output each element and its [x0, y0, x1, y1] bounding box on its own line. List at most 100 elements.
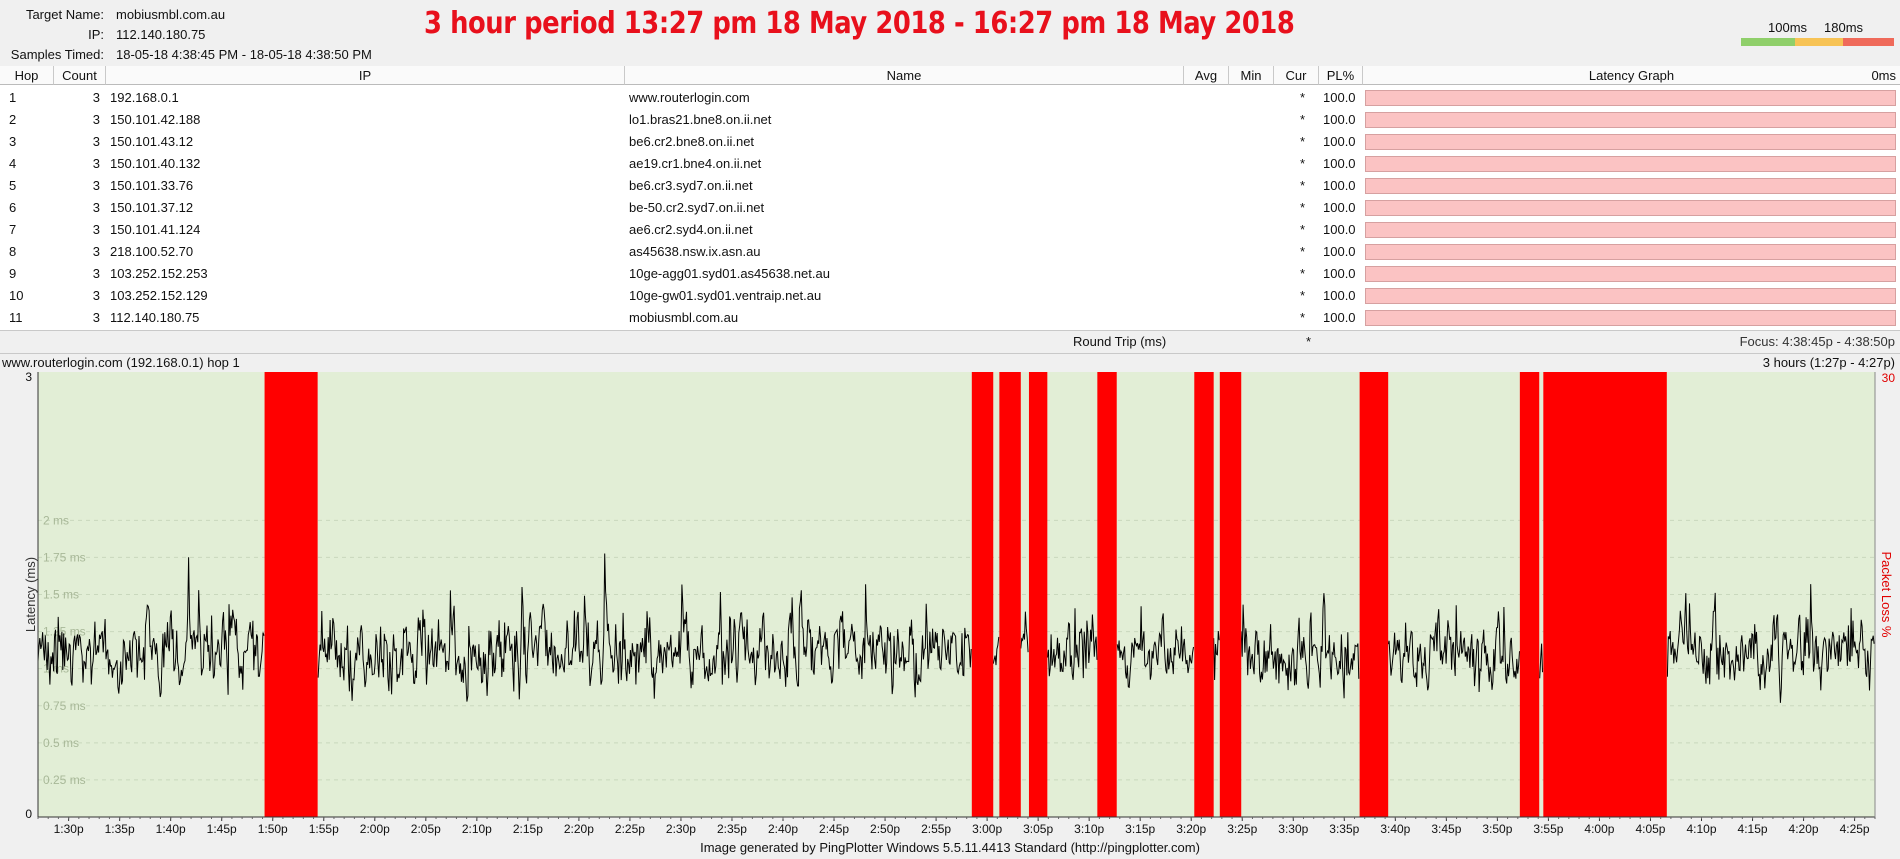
hop-cell: 10	[9, 288, 24, 303]
legend-yellow	[1795, 38, 1843, 46]
name-cell: 10ge-gw01.syd01.ventraip.net.au	[629, 288, 822, 303]
latency-chart[interactable]: 00.25 ms0.5 ms0.75 ms1 ms1.25 ms1.5 ms1.…	[0, 369, 1900, 839]
latency-graph-cell	[1365, 200, 1896, 216]
col-pl[interactable]: PL%	[1319, 66, 1363, 85]
packet-loss-bar	[971, 372, 994, 817]
y-tick-label: 2 ms	[43, 513, 69, 527]
x-tick-label: 1:30p	[54, 822, 84, 836]
x-tick-label: 3:10p	[1074, 822, 1104, 836]
legend-100ms-label: 100ms	[1768, 20, 1808, 35]
table-row[interactable]: 4 3 150.101.40.132 ae19.cr1.bne4.on.ii.net *…	[0, 153, 1900, 175]
col-min[interactable]: Min	[1229, 66, 1274, 85]
x-tick-label: 2:30p	[666, 822, 696, 836]
x-tick-label: 4:05p	[1635, 822, 1665, 836]
y-tick-label: 1.25 ms	[43, 625, 86, 639]
hop-cell: 7	[9, 222, 17, 237]
trace-table: Hop Count IP Name Avg Min Cur PL% Latenc…	[0, 66, 1900, 332]
table-row[interactable]: 10 3 103.252.152.129 10ge-gw01.syd01.ventra…	[0, 285, 1900, 307]
hop-cell: 4	[9, 156, 17, 171]
name-cell: be6.cr3.syd7.on.ii.net	[629, 178, 753, 193]
footer-credit: Image generated by PingPlotter Windows 5…	[700, 840, 1200, 855]
latency-graph-cell	[1365, 244, 1896, 260]
target-name-label: Target Name:	[25, 7, 104, 22]
y-tick-label: 0	[25, 807, 32, 821]
col-hop[interactable]: Hop	[0, 66, 54, 85]
x-tick-label: 2:45p	[819, 822, 849, 836]
legend-180ms-label: 180ms	[1824, 20, 1864, 35]
col-name[interactable]: Name	[625, 66, 1184, 85]
name-cell: ae6.cr2.syd4.on.ii.net	[629, 222, 753, 237]
x-tick-label: 2:55p	[921, 822, 951, 836]
x-tick-label: 2:05p	[411, 822, 441, 836]
ip-cell: 103.252.152.129	[110, 288, 208, 303]
samples-timed-label: Samples Timed:	[10, 47, 104, 62]
packet-loss-bar	[1543, 372, 1667, 817]
col-avg[interactable]: Avg	[1184, 66, 1229, 85]
table-row[interactable]: 6 3 150.101.37.12 be-50.cr2.syd7.on.ii.net *…	[0, 197, 1900, 219]
table-row[interactable]: 9 3 103.252.152.253 10ge-agg01.syd01.as4563…	[0, 263, 1900, 285]
x-tick-label: 2:00p	[360, 822, 390, 836]
pl-cell: 100.0	[1323, 112, 1356, 127]
latency-color-legend	[1741, 38, 1894, 46]
x-tick-label: 3:50p	[1482, 822, 1512, 836]
cur-cell: *	[1300, 156, 1306, 171]
cur-cell: *	[1300, 244, 1306, 259]
pl-cell: 100.0	[1323, 134, 1356, 149]
x-tick-label: 2:35p	[717, 822, 747, 836]
cur-cell: *	[1300, 134, 1306, 149]
x-tick-label: 2:20p	[564, 822, 594, 836]
latency-series-line	[37, 553, 1875, 703]
table-row[interactable]: 3 3 150.101.43.12 be6.cr2.bne8.on.ii.net * 10…	[0, 131, 1900, 153]
col-count[interactable]: Count	[54, 66, 106, 85]
y-tick-label: 0.25 ms	[43, 773, 86, 787]
ip-cell: 150.101.37.12	[110, 200, 194, 215]
table-row[interactable]: 8 3 218.100.52.70 as45638.nsw.ix.asn.au * 100…	[0, 241, 1900, 263]
table-row[interactable]: 1 3 192.168.0.1 www.routerlogin.com * 100.0	[0, 87, 1900, 109]
samples-timed-value: 18-05-18 4:38:45 PM - 18-05-18 4:38:50 P…	[116, 47, 372, 62]
ip-cell: 103.252.152.253	[110, 266, 208, 281]
hop-cell: 9	[9, 266, 17, 281]
col-cur[interactable]: Cur	[1274, 66, 1319, 85]
name-cell: be-50.cr2.syd7.on.ii.net	[629, 200, 765, 215]
name-cell: www.routerlogin.com	[629, 90, 750, 105]
hop-cell: 8	[9, 244, 17, 259]
table-row[interactable]: 5 3 150.101.33.76 be6.cr3.syd7.on.ii.net * 10…	[0, 175, 1900, 197]
ip-value: 112.140.180.75	[116, 27, 206, 42]
count-cell: 3	[92, 244, 100, 259]
latency-graph-cell	[1365, 90, 1896, 106]
x-tick-label: 1:55p	[309, 822, 339, 836]
x-tick-label: 4:20p	[1789, 822, 1819, 836]
packet-loss-bar	[1219, 372, 1242, 817]
hop-cell: 11	[9, 310, 23, 325]
pl-cell: 100.0	[1323, 178, 1356, 193]
table-row[interactable]: 7 3 150.101.41.124 ae6.cr2.syd4.on.ii.net * 1…	[0, 219, 1900, 241]
count-cell: 3	[92, 200, 100, 215]
latency-graph-cell	[1365, 112, 1896, 128]
x-tick-label: 2:25p	[615, 822, 645, 836]
table-row[interactable]: 2 3 150.101.42.188 lo1.bras21.bne8.on.ii.ne…	[0, 109, 1900, 131]
name-cell: 10ge-agg01.syd01.as45638.net.au	[629, 266, 830, 281]
count-cell: 3	[92, 310, 100, 325]
header-panel: Target Name: mobiusmbl.com.au IP: 112.14…	[0, 0, 1900, 66]
col-latency-graph-label: Latency Graph	[1588, 68, 1675, 83]
y-tick-label: 3	[25, 370, 32, 384]
packet-loss-bar	[1519, 372, 1540, 817]
ip-cell: 150.101.33.76	[110, 178, 194, 193]
packet-loss-bar	[999, 372, 1021, 817]
table-row[interactable]: 11 3 112.140.180.75 mobiusmbl.com.au * 100.0	[0, 307, 1900, 329]
col-latency-graph[interactable]: Latency Graph 0ms	[1363, 66, 1900, 85]
x-tick-label: 2:50p	[870, 822, 900, 836]
graph-title: www.routerlogin.com (192.168.0.1) hop 1	[2, 355, 240, 370]
x-tick-label: 2:40p	[768, 822, 798, 836]
hop-cell: 3	[9, 134, 17, 149]
legend-green	[1741, 38, 1795, 46]
graph-time-range: 3 hours (1:27p - 4:27p)	[1762, 355, 1895, 370]
x-tick-label: 3:05p	[1023, 822, 1053, 836]
x-tick-label: 3:45p	[1431, 822, 1461, 836]
pl-cell: 100.0	[1323, 244, 1356, 259]
latency-graph-cell	[1365, 178, 1896, 194]
ip-cell: 150.101.40.132	[110, 156, 201, 171]
cur-cell: *	[1300, 178, 1306, 193]
col-ip[interactable]: IP	[106, 66, 625, 85]
count-cell: 3	[92, 222, 100, 237]
